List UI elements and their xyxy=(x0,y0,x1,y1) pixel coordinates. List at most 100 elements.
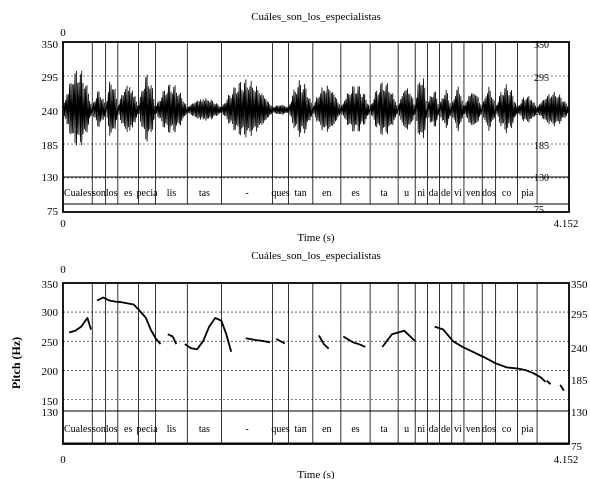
pitch-syllable-label: - xyxy=(245,424,248,435)
waveform-syllable-label: co xyxy=(502,188,511,199)
pitch-top-left-value: 0 xyxy=(60,264,66,276)
pitch-right-ticks: 350 295 240 185 130 75 xyxy=(571,279,588,453)
pitch-left-tick: 200 xyxy=(42,366,59,378)
pitch-contour xyxy=(546,380,552,385)
pitch-y-axis-label: Pitch (Hz) xyxy=(9,337,23,389)
waveform-syllable-label: vi xyxy=(454,188,462,199)
pitch-contour xyxy=(275,338,286,345)
pitch-syllable-label: da xyxy=(429,424,439,435)
waveform-right-tick: 130 xyxy=(534,173,549,184)
waveform-right-tick: 295 xyxy=(534,73,549,84)
waveform-right-tick: 350 xyxy=(534,40,549,51)
waveform-left-tick: 350 xyxy=(42,39,59,51)
waveform-right-tick: 75 xyxy=(534,205,544,216)
pitch-left-tick: 350 xyxy=(42,279,59,291)
pitch-syllable-label: ven xyxy=(466,424,480,435)
waveform-left-tick: 75 xyxy=(47,206,59,218)
pitch-left-tick: 150 xyxy=(42,396,59,408)
waveform-panel: Cuáles_son_los_especialistas 0 Cuales son… xyxy=(42,11,579,244)
pitch-contour xyxy=(96,296,162,345)
pitch-panel: Cuáles_son_los_especialistas 0 Pitch (Hz… xyxy=(9,250,588,479)
pitch-syllable-label: co xyxy=(502,424,511,435)
pitch-syllable-label: ta xyxy=(381,424,389,435)
waveform-syllable-label: dos xyxy=(482,188,496,199)
pitch-contour xyxy=(167,333,178,345)
waveform-syllable-label: en xyxy=(322,188,331,199)
waveform-left-tick: 240 xyxy=(42,106,59,118)
pitch-syllable-label: son xyxy=(92,424,106,435)
waveform-x-start: 0 xyxy=(60,218,66,230)
pitch-gridlines xyxy=(63,311,569,400)
pitch-left-ticks: 350 300 250 200 150 130 xyxy=(42,279,59,419)
pitch-syllable-label: en xyxy=(322,424,331,435)
waveform-syllable-label: ques xyxy=(271,188,289,199)
pitch-syllable-label: pia xyxy=(521,424,534,435)
pitch-tier-box xyxy=(62,410,570,444)
waveform-right-ticks: 350 295 240 185 130 75 xyxy=(534,40,549,216)
pitch-syllable-label: u xyxy=(404,424,409,435)
pitch-right-tick: 240 xyxy=(571,343,588,355)
pitch-syllable-label: vi xyxy=(454,424,462,435)
pitch-syllable-labels: Cuales son los es pecia lis tas - ques tan en es ta u… xyxy=(64,424,534,435)
pitch-left-tick: 300 xyxy=(42,307,59,319)
waveform-syllable-label: es xyxy=(124,188,132,199)
pitch-right-tick: 350 xyxy=(571,279,588,291)
pitch-contour xyxy=(245,337,271,344)
pitch-contour xyxy=(381,329,416,348)
waveform-right-tick: 240 xyxy=(534,107,549,118)
waveform-title: Cuáles_son_los_especialistas xyxy=(251,11,381,23)
waveform-top-left-value: 0 xyxy=(60,27,66,39)
waveform-syllable-label: - xyxy=(245,188,248,199)
pitch-left-tick: 250 xyxy=(42,337,59,349)
waveform-syllable-label: los xyxy=(106,188,118,199)
waveform-syllable-label: Cuales xyxy=(64,188,91,199)
pitch-left-tick: 130 xyxy=(42,407,59,419)
waveform-syllable-label: lis xyxy=(167,188,177,199)
pitch-title: Cuáles_son_los_especialistas xyxy=(251,250,381,262)
pitch-right-tick: 75 xyxy=(571,441,583,453)
waveform-left-tick: 185 xyxy=(42,140,59,152)
pitch-contour xyxy=(434,325,547,383)
pitch-syllable-label: de xyxy=(441,424,451,435)
waveform-syllable-label: son xyxy=(92,188,106,199)
waveform-syllable-label: ven xyxy=(466,188,480,199)
waveform-syllable-labels: Cuales son los es pecia lis tas - ques tan en es ta u… xyxy=(64,188,534,199)
pitch-contour xyxy=(318,334,330,350)
pitch-right-tick: 295 xyxy=(571,309,588,321)
waveform-syllable-label: da xyxy=(429,188,439,199)
waveform-signal xyxy=(62,70,570,146)
waveform-syllable-label: pecia xyxy=(137,188,159,199)
pitch-syllable-label: tas xyxy=(199,424,210,435)
waveform-left-tick: 295 xyxy=(42,72,59,84)
waveform-left-ticks: 350 295 240 185 130 75 xyxy=(42,39,59,218)
pitch-syllable-label: lis xyxy=(167,424,177,435)
pitch-syllable-label: ques xyxy=(271,424,289,435)
pitch-series xyxy=(68,296,570,392)
pitch-syllable-label: los xyxy=(106,424,118,435)
pitch-x-start: 0 xyxy=(60,454,66,466)
pitch-contour xyxy=(559,384,565,392)
waveform-x-axis-label: Time (s) xyxy=(297,232,335,244)
pitch-right-tick: 130 xyxy=(571,407,588,419)
pitch-x-axis-label: Time (s) xyxy=(297,469,335,479)
pitch-syllable-label: dos xyxy=(482,424,496,435)
waveform-syllable-label: ni xyxy=(417,188,425,199)
pitch-syllable-label: Cuales xyxy=(64,424,91,435)
waveform-syllable-label: de xyxy=(441,188,451,199)
waveform-right-tick: 185 xyxy=(534,141,549,152)
pitch-frame xyxy=(62,282,570,445)
waveform-x-end: 4.152 xyxy=(554,218,579,230)
pitch-syllable-label: tan xyxy=(295,424,307,435)
pitch-x-end: 4.152 xyxy=(554,454,579,466)
waveform-syllable-label: tas xyxy=(199,188,210,199)
pitch-syllable-label: es xyxy=(124,424,132,435)
pitch-right-tick: 185 xyxy=(571,375,588,387)
pitch-syllable-label: ni xyxy=(417,424,425,435)
waveform-syllable-label: es xyxy=(351,188,359,199)
pitch-contour xyxy=(68,316,92,334)
pitch-contour xyxy=(342,335,366,348)
waveform-tier-box xyxy=(62,176,570,205)
waveform-syllable-label: ta xyxy=(381,188,389,199)
pitch-contour xyxy=(184,316,233,352)
